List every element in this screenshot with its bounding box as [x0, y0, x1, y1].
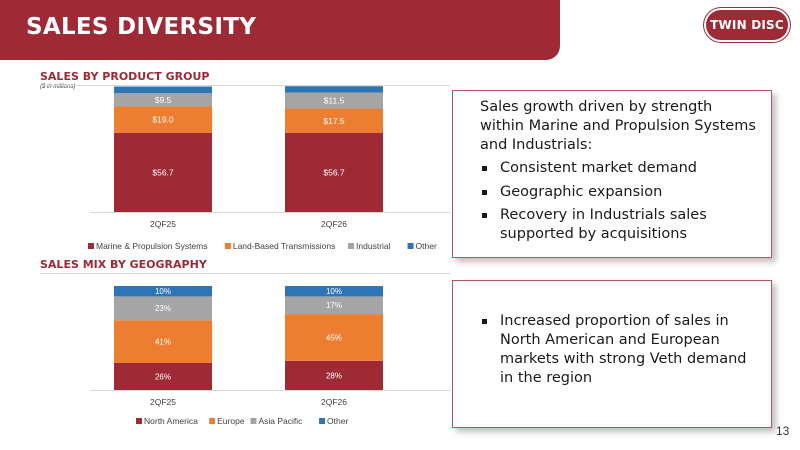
product-section-title: SALES BY PRODUCT GROUP — [40, 70, 210, 83]
data-label: $11.5 — [324, 96, 345, 106]
growth-callout — [452, 90, 772, 258]
legend-swatch — [407, 243, 414, 249]
growth-callout-text: Sales growth driven by strength within M… — [480, 98, 760, 244]
x-tick-label: 2QF26 — [321, 397, 347, 407]
data-label: 23% — [155, 304, 171, 313]
product-chart: $56.7$19.0$9.5$4.82QF25$56.7$17.5$11.5$4… — [88, 86, 450, 251]
legend-entry: Land-Based Transmissions — [233, 241, 336, 251]
data-label: 10% — [155, 287, 171, 296]
bar-europe-2qf25 — [114, 320, 212, 363]
legend-entry: Industrial — [356, 241, 391, 251]
growth-callout-bullet: Consistent market demand — [480, 159, 760, 178]
legend-swatch — [250, 418, 257, 424]
data-label: 10% — [326, 287, 342, 296]
legend-swatch — [224, 243, 231, 249]
mix-callout-list: Increased proportion of sales in North A… — [480, 312, 750, 389]
bar-land-based-transmissions-2qf25 — [114, 106, 212, 133]
data-label: 26% — [155, 372, 171, 381]
data-label: 41% — [155, 338, 171, 347]
legend-entry: North America — [144, 416, 198, 426]
legend-entry: Other — [416, 241, 437, 251]
geography-chart: 26% 41% 23% 10% 2QF25 28% 45% 17% 10% 2QF26 North … — [90, 286, 450, 426]
bar-asia-pacific-2qf26 — [285, 296, 383, 315]
bar-industrial-2qf26 — [285, 92, 383, 109]
bar-north-america-2qf26 — [285, 360, 383, 390]
mix-callout — [452, 280, 772, 428]
legend-swatch — [136, 418, 142, 424]
legend-swatch — [319, 418, 326, 424]
legend-entry: Marine & Propulsion Systems — [96, 241, 208, 251]
bar-land-based-transmissions-2qf26 — [285, 108, 383, 133]
x-tick-label: 2QF25 — [150, 219, 176, 229]
legend-entry: Other — [327, 416, 348, 426]
bar-other-2qf26 — [285, 286, 383, 297]
x-tick-label: 2QF26 — [321, 219, 347, 229]
growth-callout-list: Consistent market demand Geographic expa… — [480, 159, 760, 244]
bar-asia-pacific-2qf25 — [114, 296, 212, 321]
data-label: $17.5 — [323, 116, 345, 126]
legend-swatch — [348, 243, 355, 249]
twin-disc-logo: TWIN DISC — [706, 10, 788, 40]
product-section-subtitle: ($ in millions) — [40, 84, 76, 90]
data-label: 17% — [326, 301, 342, 310]
legend-swatch — [88, 243, 94, 249]
legend-entry: Asia Pacific — [258, 416, 303, 426]
growth-callout-bullet: Geographic expansion — [480, 183, 760, 202]
bar-other-2qf25 — [114, 286, 212, 297]
mix-callout-bullet: Increased proportion of sales in North A… — [480, 312, 750, 389]
header-band — [0, 0, 560, 60]
data-label: $56.7 — [323, 168, 345, 178]
page-number: 13 — [776, 424, 790, 438]
bar-europe-2qf26 — [285, 314, 383, 361]
bar-marine-propulsion-systems-2qf25 — [114, 132, 212, 212]
data-label: $19.0 — [152, 115, 174, 125]
legend-entry: Europe — [217, 416, 245, 426]
bar-other-2qf26 — [285, 86, 383, 93]
geography-title-rule — [40, 273, 450, 274]
logo-text: TWIN DISC — [710, 18, 784, 32]
bar-industrial-2qf25 — [114, 93, 212, 107]
growth-callout-bullet: Recovery in Industrials sales supported … — [480, 206, 760, 244]
product-title-rule — [40, 85, 450, 86]
growth-callout-intro: Sales growth driven by strength within M… — [480, 99, 756, 154]
data-label: $56.7 — [152, 168, 174, 178]
page-title: SALES DIVERSITY — [26, 14, 257, 40]
x-tick-label: 2QF25 — [150, 397, 176, 407]
data-label: 45% — [326, 333, 342, 342]
geography-section-title: SALES MIX BY GEOGRAPHY — [40, 258, 207, 271]
bar-marine-propulsion-systems-2qf26 — [285, 132, 383, 212]
data-label: 28% — [326, 371, 342, 380]
bar-north-america-2qf25 — [114, 362, 212, 390]
bar-other-2qf25 — [114, 86, 212, 94]
data-label: $9.5 — [155, 95, 172, 105]
legend-swatch — [209, 418, 216, 424]
mix-callout-text: Increased proportion of sales in North A… — [480, 312, 750, 389]
